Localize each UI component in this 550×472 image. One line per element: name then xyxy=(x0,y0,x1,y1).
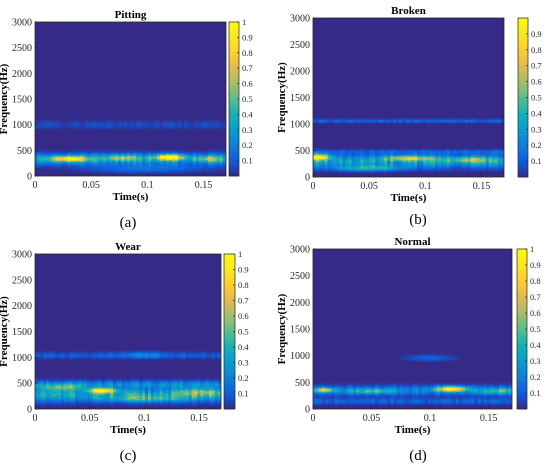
heatmap-cell xyxy=(76,120,80,121)
x-tick-label: 0 xyxy=(33,180,38,191)
y-axis-label: Frequency(Hz) xyxy=(0,63,10,134)
colorbar: 0.1 0.2 0.3 0.4 0.5 0.6 0.7 0.8 0.9 1 xyxy=(229,17,253,176)
heatmap-cell xyxy=(187,120,191,121)
colorbar-tick-label: 0.6 xyxy=(242,79,253,89)
colorbar-tick-label: 1 xyxy=(242,17,246,27)
y-tick-label: 2000 xyxy=(12,69,32,80)
y-tick-label: 3000 xyxy=(12,18,32,29)
heatmap-cell xyxy=(157,120,161,121)
heatmap-cells xyxy=(35,22,227,176)
y-tick-label: 2500 xyxy=(12,43,32,54)
heatmap-cell xyxy=(139,149,143,150)
heatmap-cell xyxy=(178,120,182,121)
y-tick-label: 1000 xyxy=(12,120,32,131)
colorbar-tick-label: 0.2 xyxy=(242,140,253,150)
panel-caption: (a) xyxy=(120,215,137,231)
spectrogram-panel-0: 0 500 1000 1500 2000 2500 3000 0 0.05 0.1 0.15 Pitt… xyxy=(0,9,253,231)
x-tick-label: 0.1 xyxy=(141,180,154,191)
heatmap-cell xyxy=(145,120,149,121)
y-tick-label: 500 xyxy=(17,146,32,157)
x-tick-label: 0.15 xyxy=(195,180,213,191)
heatmap-cell xyxy=(175,149,179,150)
colorbar-tick-label: 0.3 xyxy=(242,125,253,135)
colorbar-tick-label: 0.1 xyxy=(242,156,253,166)
colorbar-tick-label: 0.5 xyxy=(242,94,253,104)
colorbar-tick-label: 0.4 xyxy=(242,109,253,119)
x-axis-label: Time(s) xyxy=(113,191,149,203)
colorbar-tick-label: 0.7 xyxy=(242,63,253,73)
x-tick-label: 0.05 xyxy=(82,180,100,191)
heatmap-cells xyxy=(313,18,505,177)
heatmap-cell xyxy=(127,149,131,150)
y-tick-label: 1500 xyxy=(12,95,32,106)
heatmap-cell xyxy=(193,149,197,150)
colorbar-tick-label: 0.9 xyxy=(242,32,253,42)
y-tick-label: 0 xyxy=(27,172,32,183)
colorbar-tick-label: 0.8 xyxy=(242,48,253,58)
chart-title: Pitting xyxy=(115,9,147,21)
